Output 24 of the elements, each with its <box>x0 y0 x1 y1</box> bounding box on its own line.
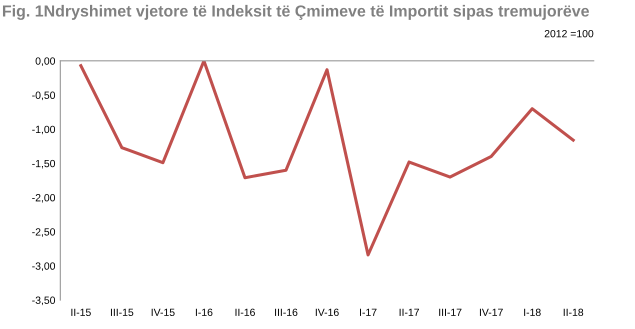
x-tick-label: III-17 <box>439 308 462 316</box>
line-series <box>79 60 575 256</box>
x-tick-label: I-18 <box>524 308 541 316</box>
y-tick-label: -0,50 <box>32 92 56 100</box>
y-tick-label: -1,50 <box>32 160 56 168</box>
y-tick-label: -3,50 <box>32 296 56 306</box>
x-tick-label: II-18 <box>564 308 584 316</box>
x-tick-label: II-15 <box>71 308 91 316</box>
x-tick-label: IV-15 <box>152 308 175 316</box>
y-tick-label: -3,00 <box>32 262 56 271</box>
x-tick-label: III-16 <box>275 308 298 316</box>
text: 2012 =100 <box>544 30 594 38</box>
chart-title: Fig. 1Ndryshimet vjetore të Indeksit të Çmimeve të Importit sipas tremujorëve <box>2 4 589 20</box>
x-tick-label: I-16 <box>196 308 212 316</box>
x-tick-label: II-16 <box>236 308 255 316</box>
x-tick-label: IV-16 <box>316 308 339 316</box>
y-tick-label: 0,00 <box>36 57 56 66</box>
y-tick-label: -2,00 <box>32 194 56 203</box>
x-tick-label: III-15 <box>110 308 134 316</box>
x-tick-label: I-17 <box>360 308 377 316</box>
x-tick-label: II-17 <box>400 308 419 316</box>
y-tick-label: -2,50 <box>32 228 56 237</box>
y-tick-label: -1,00 <box>32 126 56 134</box>
x-tick-label: IV-17 <box>480 308 503 316</box>
